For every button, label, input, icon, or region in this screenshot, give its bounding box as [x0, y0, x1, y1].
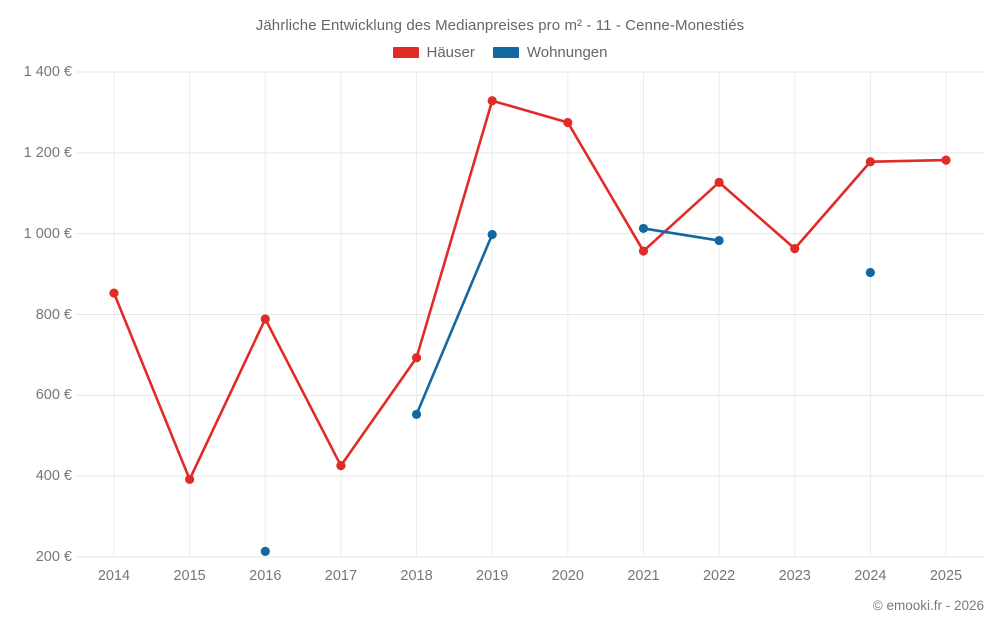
- series-line-0: [112, 99, 948, 481]
- series-line-1: [642, 227, 721, 242]
- data-point[interactable]: [487, 96, 497, 106]
- data-point[interactable]: [260, 546, 270, 556]
- data-point[interactable]: [109, 288, 119, 298]
- y-axis-tick-label: 800 €: [35, 306, 72, 323]
- series-line-1: [415, 233, 494, 416]
- x-axis-tick-label: 2017: [324, 568, 358, 584]
- y-axis-tick-label: 600 €: [35, 387, 72, 404]
- data-point[interactable]: [714, 177, 724, 187]
- data-point[interactable]: [638, 223, 649, 234]
- legend-label: Häuser: [426, 44, 475, 61]
- footer-credit: © emooki.fr - 2026: [872, 598, 984, 613]
- data-point[interactable]: [941, 155, 951, 165]
- x-axis-tick-labels: 2014 2015 2016 2017 2018 2019 2020 2021 2022 2023…: [76, 568, 984, 590]
- y-axis-tick-label: 200 €: [35, 549, 72, 565]
- y-axis-tick-label: 1 000 €: [23, 225, 72, 242]
- data-point[interactable]: [260, 314, 270, 324]
- x-axis-tick-label: 2024: [854, 568, 887, 584]
- y-axis-tick-label: 1 400 €: [23, 64, 72, 80]
- chart-title: Jährliche Entwicklung des Medianpreises …: [255, 17, 745, 34]
- y-axis-tick-labels: 1 400 € 1 200 € 1 000 € 800 € 600 € 400 € 200 …: [0, 64, 72, 565]
- x-axis-tick-label: 2014: [97, 568, 131, 584]
- legend-swatch-icon: [392, 47, 419, 58]
- y-axis-tick-label: 1 200 €: [23, 144, 72, 161]
- x-axis-tick-label: 2019: [476, 568, 509, 584]
- plot-area: [76, 71, 984, 558]
- chart-legend: Häuser Wohnungen: [0, 44, 1000, 61]
- data-point[interactable]: [336, 461, 346, 471]
- chart-plot-svg: [76, 71, 984, 558]
- x-axis-tick-label: 2015: [173, 568, 206, 584]
- data-point[interactable]: [790, 244, 800, 254]
- legend-item[interactable]: Wohnungen: [492, 44, 608, 61]
- data-point[interactable]: [185, 474, 195, 484]
- x-axis-tick-label: 2025: [929, 568, 963, 584]
- legend-item[interactable]: Häuser: [392, 44, 475, 61]
- x-axis-tick-label: 2023: [778, 568, 811, 584]
- data-point[interactable]: [411, 353, 422, 363]
- legend-label: Wohnungen: [526, 44, 608, 61]
- x-axis-tick-label: 2018: [400, 568, 433, 584]
- x-axis-tick-label: 2022: [702, 568, 736, 584]
- x-axis-tick-label: 2020: [551, 568, 584, 584]
- data-point[interactable]: [865, 157, 875, 167]
- data-point[interactable]: [563, 117, 573, 128]
- data-point[interactable]: [865, 267, 875, 278]
- data-point[interactable]: [638, 246, 649, 256]
- data-point[interactable]: [487, 229, 497, 240]
- data-point[interactable]: [411, 409, 422, 419]
- legend-swatch-icon: [492, 47, 519, 58]
- x-axis-tick-label: 2021: [627, 568, 660, 584]
- y-axis-tick-label: 400 €: [35, 468, 72, 485]
- x-axis-tick-label: 2016: [249, 568, 282, 584]
- data-point[interactable]: [714, 235, 724, 246]
